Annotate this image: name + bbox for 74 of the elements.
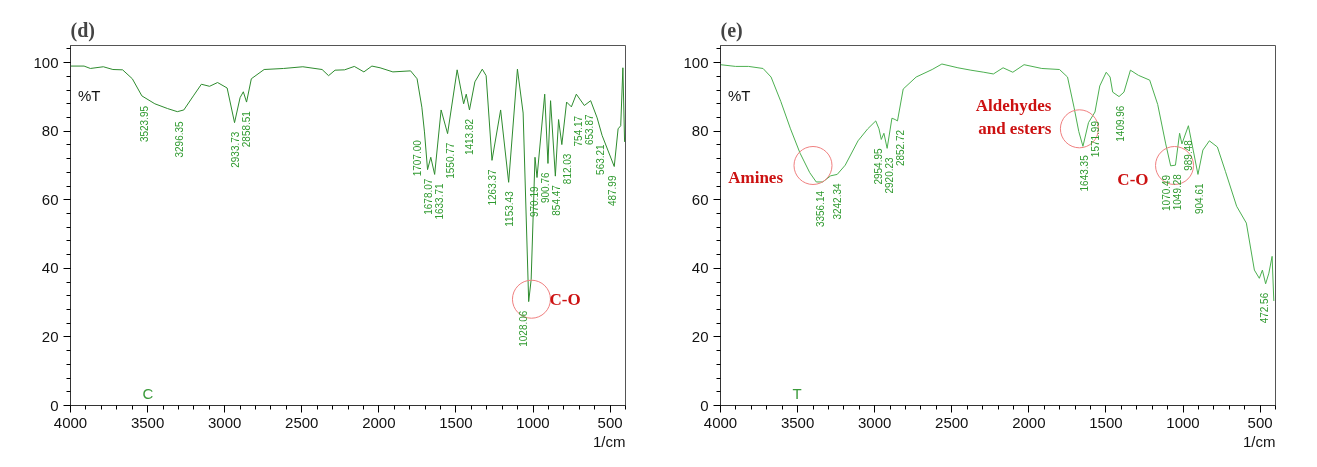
chart-title: (e)	[720, 18, 743, 42]
annotation: Aldehydes and esters	[975, 95, 1052, 138]
x-tick-label: 1000	[1166, 413, 1200, 431]
annotation: 1571.99	[1089, 120, 1101, 158]
x-tick-label: 500	[1247, 413, 1273, 431]
annotation: C-O	[549, 289, 581, 309]
annotation: 854.47	[550, 184, 562, 216]
annotation: 3523.95	[138, 105, 150, 143]
annotation: 1413.82	[464, 118, 476, 156]
annotation: 754.17	[572, 115, 584, 147]
x-axis-title: 1/cm	[1243, 432, 1276, 450]
x-tick-label: 2000	[362, 413, 396, 431]
x-tick-label: 4000	[53, 413, 88, 431]
y-axis-title: %T	[728, 87, 751, 105]
annotation: 2954.95	[872, 148, 884, 185]
y-tick-label: 40	[41, 259, 59, 277]
y-tick-label: 80	[41, 122, 59, 140]
annotation: 3356.14	[814, 190, 826, 228]
x-tick-label: 1500	[439, 413, 473, 431]
x-axis-title: 1/cm	[593, 432, 626, 450]
annotation: 487.99	[606, 175, 618, 207]
line-series	[70, 65, 626, 303]
annotation: 1263.37	[487, 168, 499, 206]
x-tick-label: 2500	[935, 413, 969, 431]
annotation: 472.56	[1259, 292, 1271, 324]
annotation: 2933.73	[229, 131, 241, 168]
y-tick-label: 0	[700, 396, 709, 414]
y-tick-label: 20	[691, 327, 709, 345]
x-tick-label: 3500	[780, 413, 815, 431]
annotation: 970.19	[528, 186, 540, 218]
annotation: 1028.06	[517, 310, 529, 347]
annotation: 3242.34	[832, 182, 844, 220]
annotation: 1678.07	[423, 178, 435, 215]
annotation: 989.48	[1182, 139, 1194, 171]
x-tick-label: 500	[597, 413, 623, 431]
x-tick-label: 4000	[703, 413, 738, 431]
y-tick-label: 100	[683, 53, 709, 71]
annotation: T	[792, 384, 802, 402]
x-tick-label: 2000	[1012, 413, 1046, 431]
x-tick-label: 2500	[285, 413, 319, 431]
annotation: 900.76	[539, 172, 551, 204]
x-tick-label: 3000	[207, 413, 242, 431]
annotation: 653.87	[583, 114, 595, 146]
annotation: Amines	[728, 168, 784, 187]
annotation: 1153.43	[504, 190, 516, 227]
annotation: 1409.96	[1114, 105, 1126, 142]
x-tick-label: 1000	[516, 413, 550, 431]
annotation: 904.61	[1193, 182, 1205, 214]
y-axis-title: %T	[78, 87, 101, 105]
annotation: 1550.77	[445, 142, 457, 179]
annotation: 3296.35	[173, 120, 185, 158]
annotation: C	[142, 384, 154, 402]
annotation: 2852.72	[894, 129, 906, 167]
annotation: 1643.35	[1078, 154, 1090, 192]
annotation: 1707.00	[412, 139, 424, 177]
y-tick-label: 0	[50, 396, 59, 414]
annotation: 563.21	[595, 143, 607, 175]
annotation: 2920.23	[883, 156, 895, 194]
y-tick-label: 100	[33, 53, 59, 71]
annotation: 812.03	[561, 153, 573, 185]
x-tick-label: 3500	[130, 413, 165, 431]
y-tick-label: 20	[41, 327, 59, 345]
annotation: 1070.49	[1160, 174, 1172, 211]
y-tick-label: 60	[41, 190, 59, 208]
y-tick-label: 80	[691, 122, 709, 140]
annotation: 2858.51	[241, 110, 253, 148]
chart-title: (d)	[70, 18, 95, 42]
annotation: 1049.28	[1171, 173, 1183, 211]
annotation: 1633.71	[434, 182, 446, 220]
x-tick-label: 3000	[857, 413, 892, 431]
y-tick-label: 60	[691, 190, 709, 208]
annotation: C-O	[1117, 170, 1149, 189]
y-tick-label: 40	[691, 259, 709, 277]
x-tick-label: 1500	[1089, 413, 1123, 431]
